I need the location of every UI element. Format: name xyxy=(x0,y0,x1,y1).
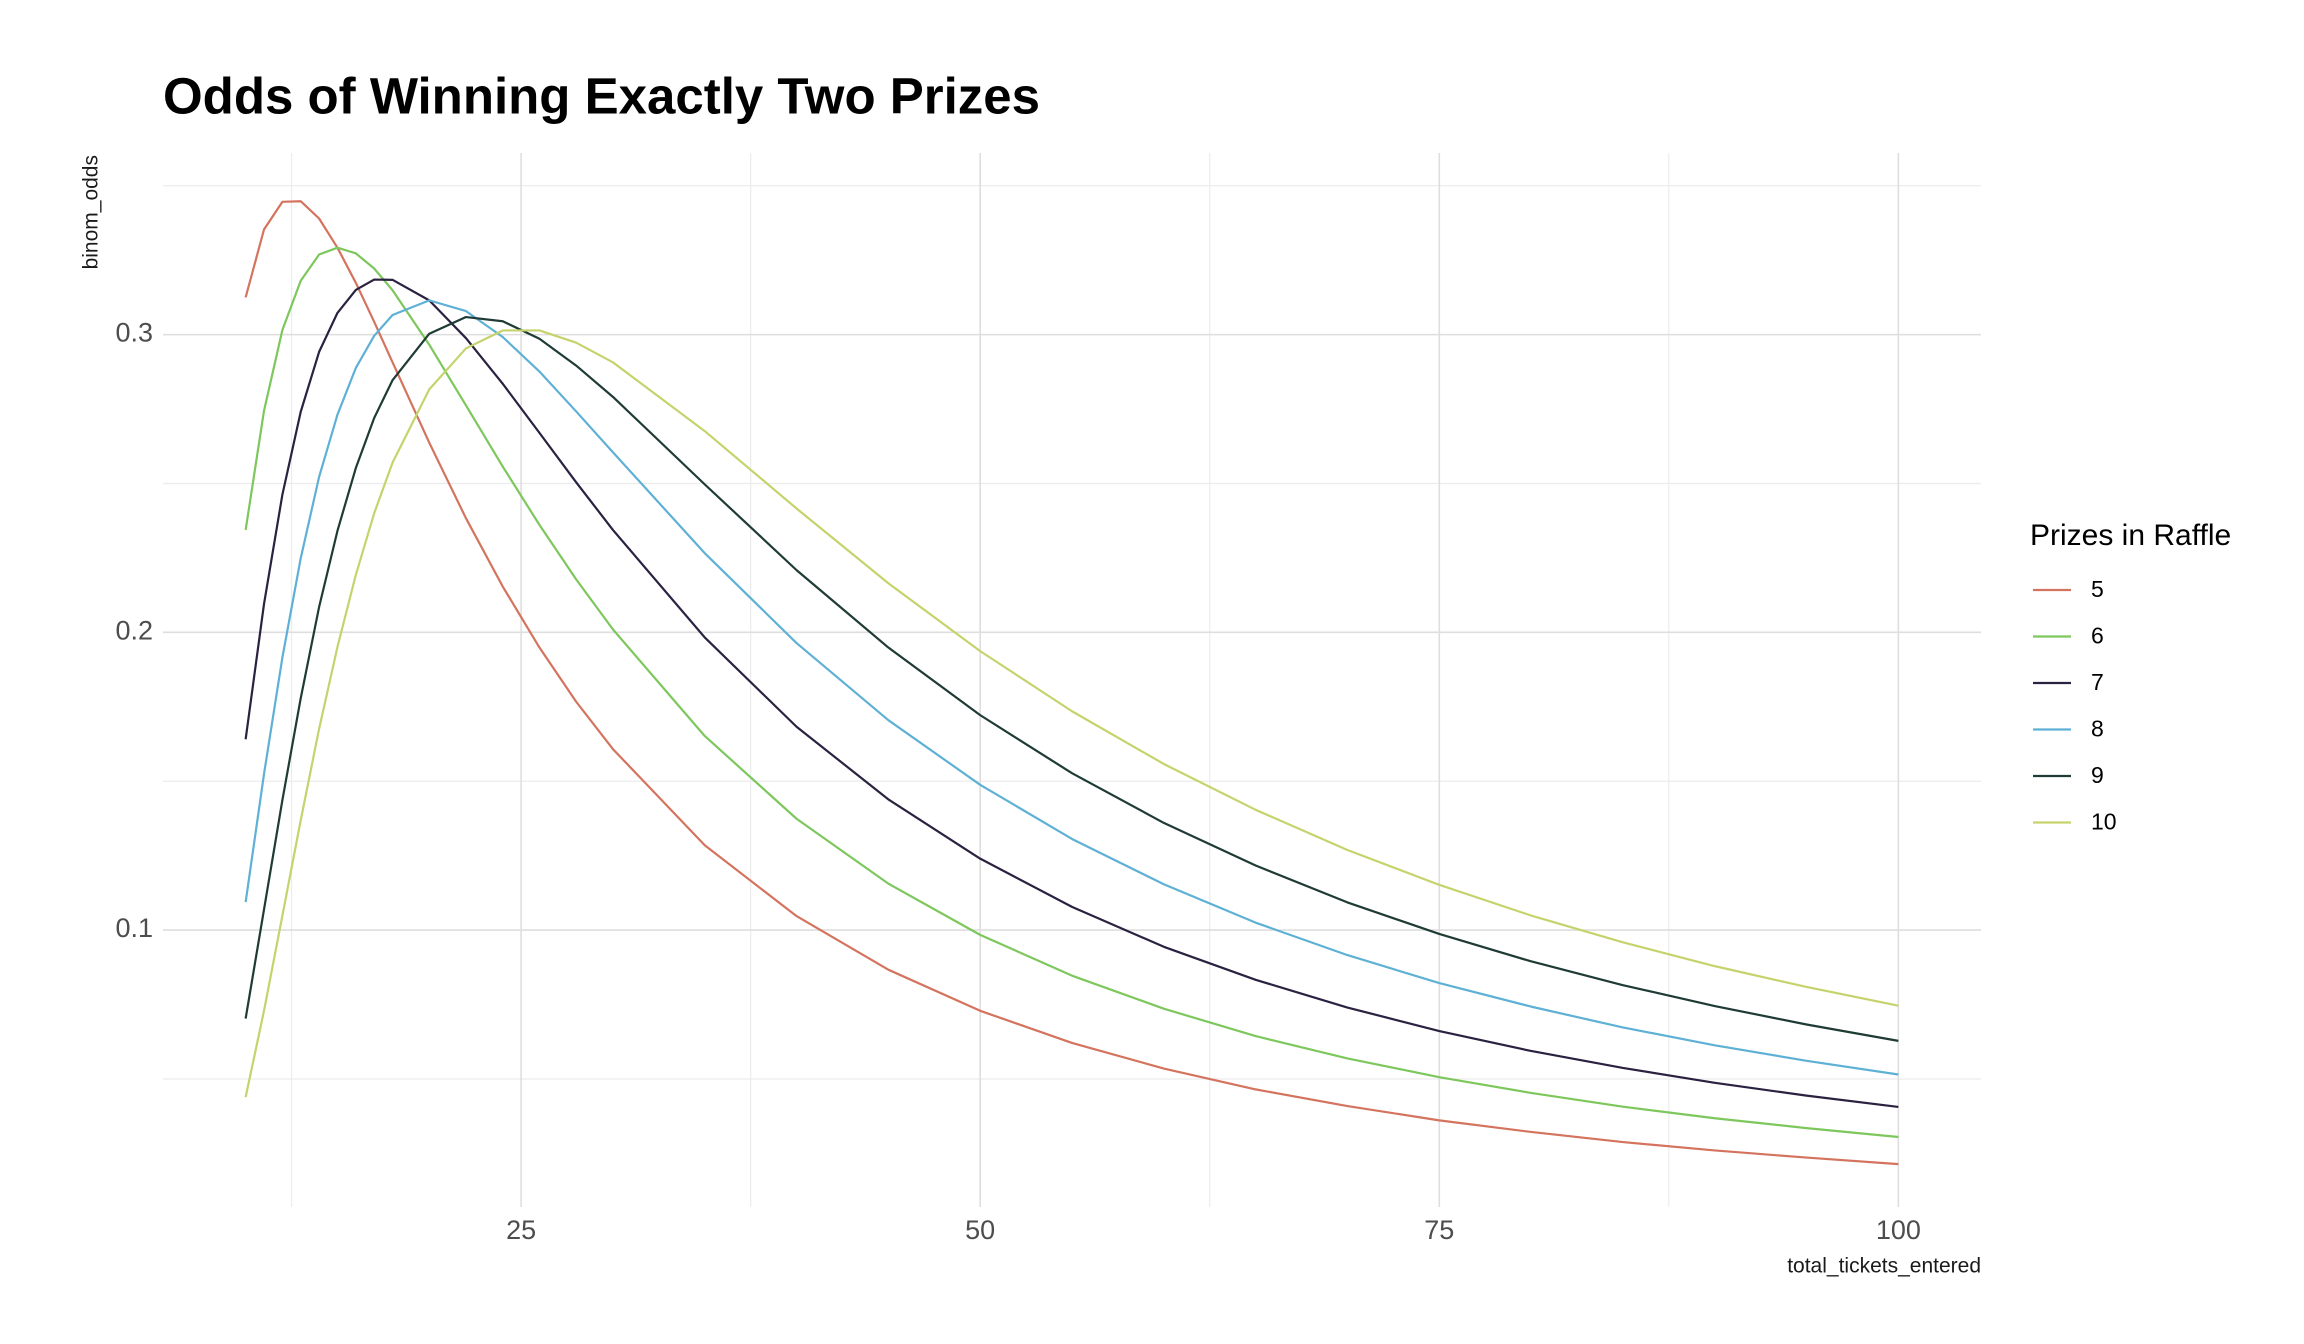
legend-title: Prizes in Raffle xyxy=(2030,519,2231,552)
y-axis-title: binom_odds xyxy=(80,155,103,269)
legend-label: 8 xyxy=(2091,716,2104,742)
series-line xyxy=(244,329,1899,1098)
y-tick-label: 0.3 xyxy=(115,318,153,348)
x-tick-label: 50 xyxy=(965,1215,995,1245)
legend-label: 9 xyxy=(2091,762,2104,788)
legend-label: 5 xyxy=(2091,576,2104,602)
series-line xyxy=(244,299,1899,1076)
x-axis-title: total_tickets_entered xyxy=(1787,1255,1981,1278)
chart-title: Odds of Winning Exactly Two Prizes xyxy=(163,67,1040,124)
series-line xyxy=(244,246,1899,1139)
legend-label: 6 xyxy=(2091,623,2104,649)
grid-layer xyxy=(163,153,1981,1207)
series-line xyxy=(244,200,1899,1166)
series-line xyxy=(244,278,1899,1109)
y-tick-label: 0.1 xyxy=(115,913,153,943)
y-tick-label: 0.2 xyxy=(115,615,153,645)
legend-label: 10 xyxy=(2091,809,2117,835)
x-tick-label: 25 xyxy=(506,1215,536,1245)
series-line xyxy=(244,315,1899,1042)
legend-label: 7 xyxy=(2091,669,2104,695)
x-tick-label: 75 xyxy=(1424,1215,1454,1245)
x-tick-label: 100 xyxy=(1876,1215,1921,1245)
